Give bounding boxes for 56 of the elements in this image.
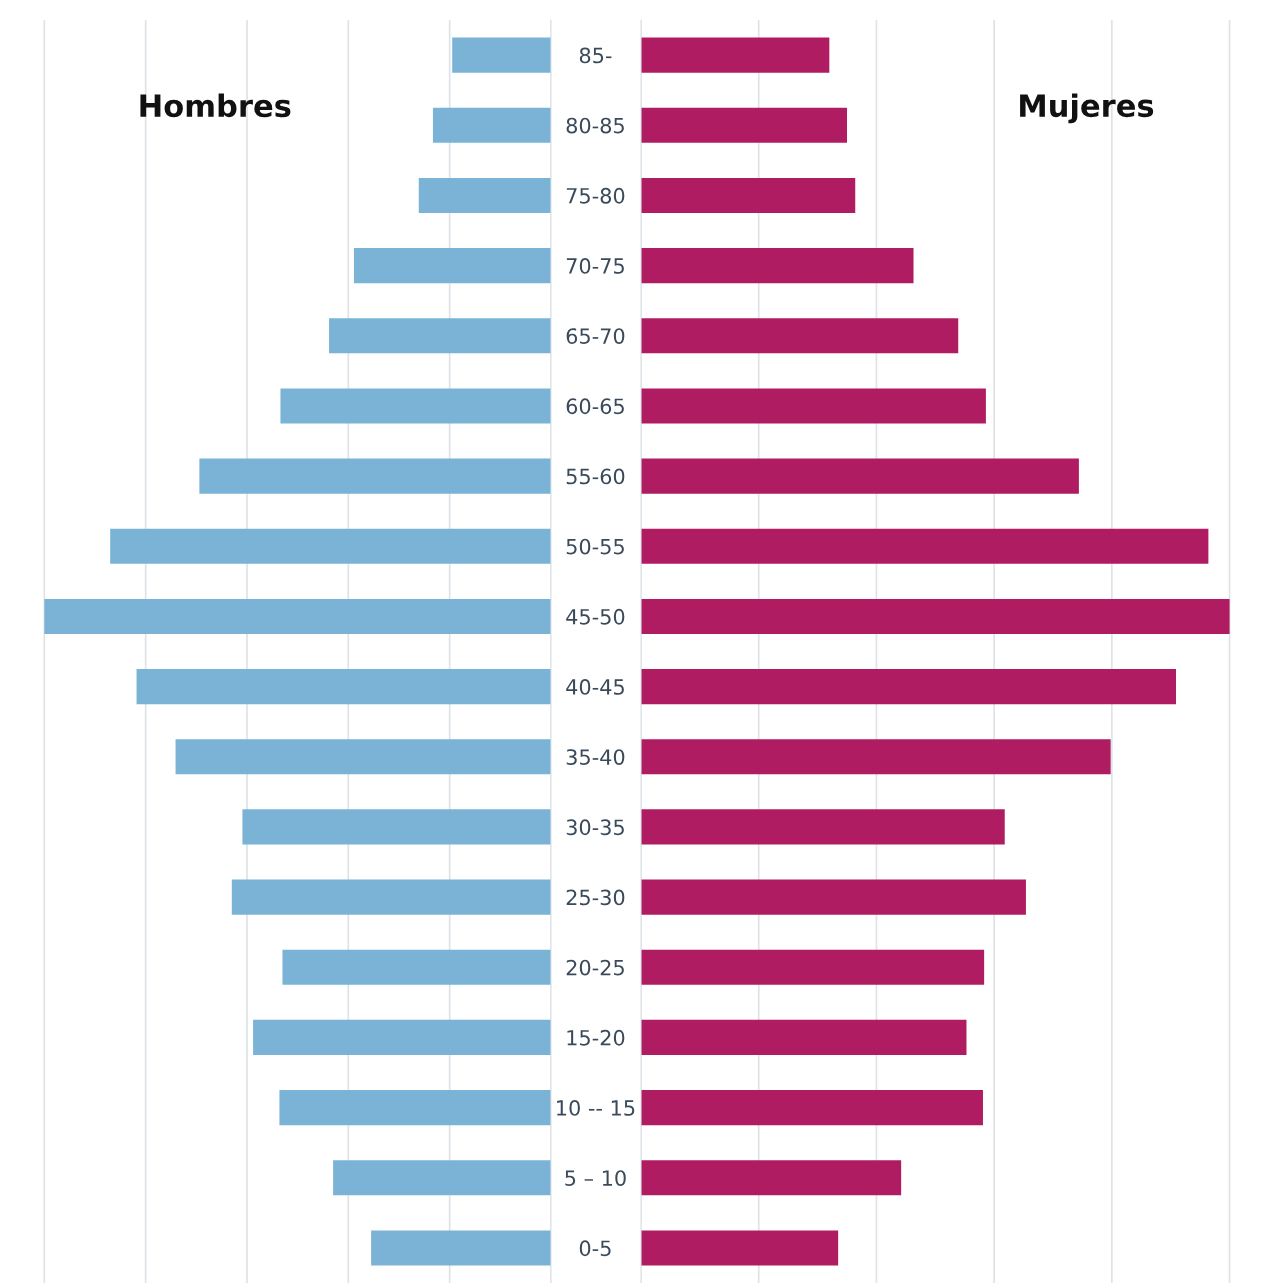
y-tick-label: 50-55 (566, 538, 624, 555)
y-tick-label: 15-20 (567, 1029, 625, 1046)
bar (641, 388, 986, 424)
y-tick-label: 85- (579, 47, 612, 64)
y-tick-label: 10 -- 15 (557, 1100, 635, 1116)
bar (371, 1230, 551, 1266)
bar (175, 739, 551, 775)
bar (641, 528, 1209, 564)
y-tick-label: 75-80 (566, 187, 625, 204)
bar (641, 1160, 902, 1196)
bar (641, 879, 1026, 915)
bar (641, 1230, 839, 1266)
y-tick-label: 80-85 (566, 117, 624, 134)
bar (641, 739, 1111, 775)
y-tick-label: 35-40 (566, 749, 625, 765)
bar (110, 528, 551, 564)
y-tick-label: 45-50 (566, 608, 625, 625)
y-tick-label: 20-25 (566, 959, 624, 976)
bar (199, 458, 551, 494)
bar (641, 107, 847, 143)
y-tick-label: 40-45 (566, 679, 624, 695)
bar (329, 318, 551, 354)
y-tick-label: 25-30 (566, 889, 625, 906)
bar (282, 949, 551, 985)
bar (641, 669, 1177, 705)
y-tick-label: 5 – 10 (565, 1170, 626, 1186)
bar (641, 1019, 967, 1055)
bar (641, 458, 1079, 494)
text: Hombres (140, 93, 291, 118)
bar (641, 177, 856, 213)
bar (279, 1090, 551, 1126)
bar (432, 107, 551, 143)
bar (280, 388, 551, 424)
y-tick-label: 55-60 (566, 468, 625, 485)
bar (353, 248, 551, 284)
bar (253, 1019, 551, 1055)
y-tick-label: 65-70 (566, 328, 625, 344)
bar (231, 879, 551, 915)
bar (641, 318, 959, 354)
y-tick-label: 70-75 (566, 258, 624, 274)
bar (44, 598, 551, 634)
bar (452, 37, 551, 73)
bar (418, 177, 551, 213)
bar (641, 37, 830, 73)
bar (641, 1090, 983, 1126)
bar (136, 669, 551, 705)
bar (641, 809, 1005, 845)
text: Mujeres (1020, 93, 1154, 124)
y-tick-label: 0-5 (579, 1240, 611, 1257)
bar (242, 809, 551, 845)
y-tick-label: 30-35 (566, 819, 624, 836)
bar (641, 949, 985, 985)
bar (641, 248, 914, 284)
y-tick-label: 60-65 (566, 398, 624, 415)
bar (333, 1160, 551, 1196)
bar (641, 598, 1230, 634)
